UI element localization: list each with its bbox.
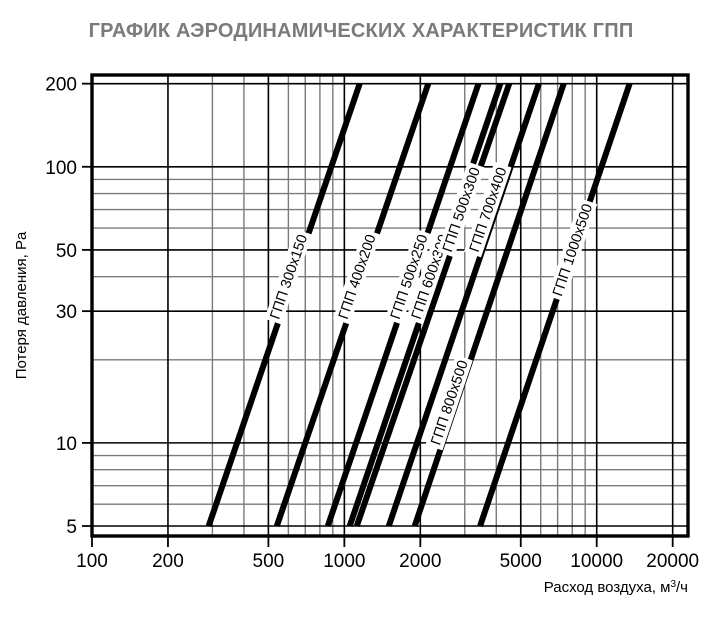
y-tick-label: 10 bbox=[56, 434, 77, 455]
curve-гпп-800x500 bbox=[411, 82, 567, 527]
curve-label-backdrop bbox=[425, 354, 473, 451]
plot-frame bbox=[90, 73, 690, 538]
y-tick-label: 200 bbox=[45, 75, 77, 96]
curve-label-backdrop bbox=[437, 161, 486, 258]
y-tick-label: 30 bbox=[56, 302, 77, 323]
y-axis-title: Потеря давления, Pa bbox=[13, 231, 30, 379]
x-tick-label: 1000 bbox=[323, 551, 365, 572]
x-tick-label: 500 bbox=[253, 551, 285, 572]
curve-label-backdrop bbox=[332, 228, 381, 325]
curve-label-backdrop bbox=[264, 228, 313, 325]
x-tick-label: 20000 bbox=[646, 551, 699, 572]
x-axis-title: Расход воздуха, м3/ч bbox=[544, 579, 688, 596]
x-tick-label: 100 bbox=[76, 551, 108, 572]
chart-title: ГРАФИК АЭРОДИНАМИЧЕСКИХ ХАРАКТЕРИСТИК ГП… bbox=[88, 20, 634, 42]
x-tick-label: 10000 bbox=[570, 551, 623, 572]
curve-label-backdrop bbox=[547, 198, 598, 302]
y-tick-label: 50 bbox=[56, 241, 77, 262]
y-tick-label: 5 bbox=[66, 517, 77, 538]
x-tick-label: 5000 bbox=[500, 551, 542, 572]
curve-гпп-1000x500 bbox=[477, 82, 633, 527]
x-tick-label: 200 bbox=[152, 551, 184, 572]
curve-гпп-700x400 bbox=[385, 82, 542, 527]
y-tick-label: 100 bbox=[45, 158, 77, 179]
curve-гпп-500x300 bbox=[353, 82, 513, 527]
curve-label-backdrop bbox=[463, 161, 512, 258]
x-tick-label: 2000 bbox=[399, 551, 441, 572]
curve-label-backdrop bbox=[384, 228, 433, 325]
